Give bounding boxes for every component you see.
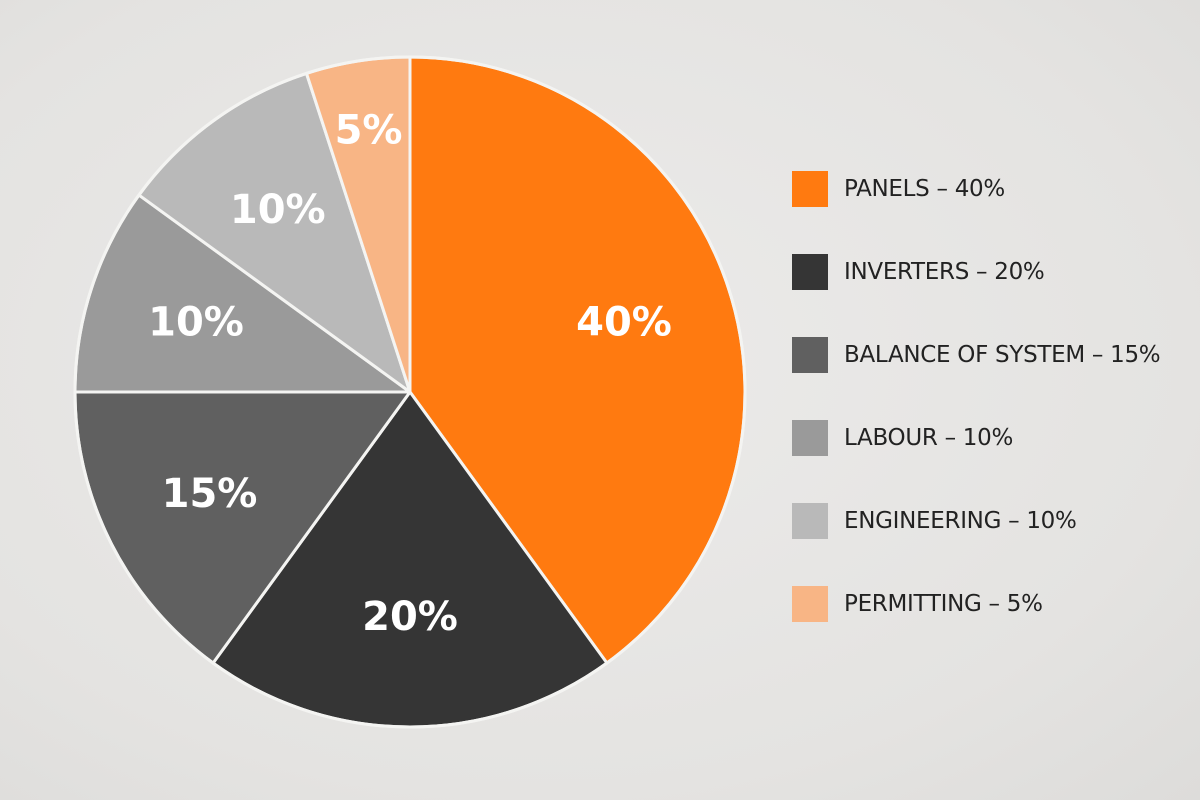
legend-item-permitting: PERMITTING – 5% [792,585,1192,623]
pie-slice-label-permitting: 5% [335,107,403,153]
legend-item-balance-of-system: BALANCE OF SYSTEM – 15% [792,336,1192,374]
pie-slice-labels: 40%20%15%10%10%5% [148,107,672,640]
legend-swatch-balance-of-system [792,337,828,373]
pie-slices [73,55,747,729]
pie-slice-label-balance-of-system: 15% [162,471,258,517]
legend-swatch-engineering [792,503,828,539]
legend-swatch-panels [792,171,828,207]
legend-item-labour: LABOUR – 10% [792,419,1192,457]
pie-chart: 40%20%15%10%10%5% [73,55,747,729]
legend-item-panels: PANELS – 40% [792,170,1192,208]
legend-item-inverters: INVERTERS – 20% [792,253,1192,291]
legend-label-permitting: PERMITTING – 5% [844,591,1043,617]
legend-label-labour: LABOUR – 10% [844,425,1014,451]
legend-swatch-labour [792,420,828,456]
legend-label-balance-of-system: BALANCE OF SYSTEM – 15% [844,342,1161,368]
legend-item-engineering: ENGINEERING – 10% [792,502,1192,540]
legend-swatch-inverters [792,254,828,290]
pie-outline [73,55,747,729]
legend-label-engineering: ENGINEERING – 10% [844,508,1077,534]
pie-slice-label-panels: 40% [576,299,672,345]
legend-swatch-permitting [792,586,828,622]
legend-label-inverters: INVERTERS – 20% [844,259,1045,285]
legend: PANELS – 40% INVERTERS – 20% BALANCE OF … [792,170,1192,668]
pie-slice-label-engineering: 10% [230,187,326,233]
legend-label-panels: PANELS – 40% [844,176,1005,202]
pie-slice-label-inverters: 20% [362,594,458,640]
pie-slice-label-labour: 10% [148,299,244,345]
